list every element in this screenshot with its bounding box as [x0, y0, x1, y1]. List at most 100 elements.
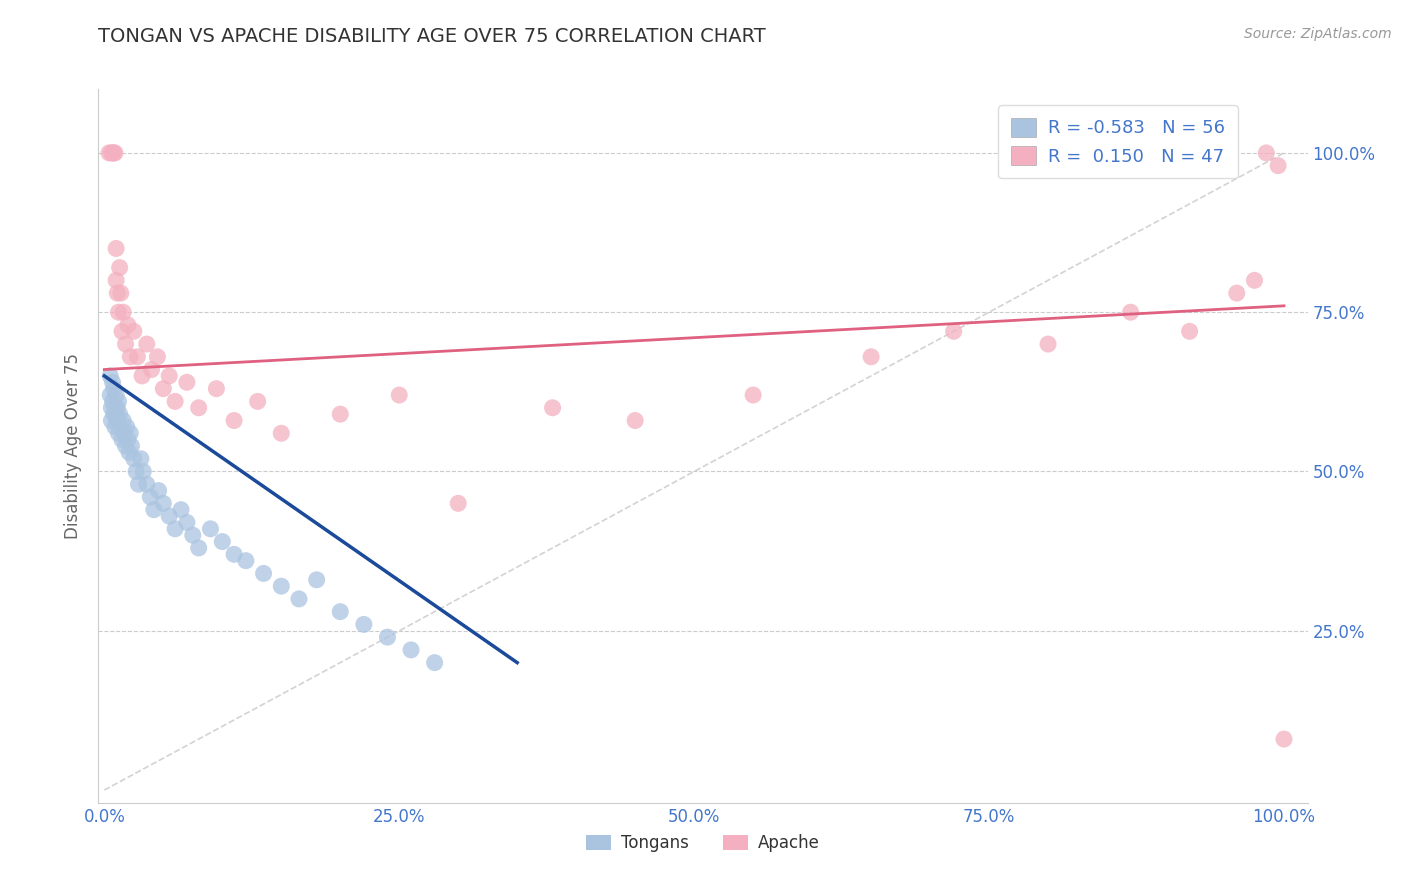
Point: [107, 305, 129, 319]
Legend: Tongans, Apache: Tongans, Apache: [579, 828, 827, 859]
Point: [125, 465, 148, 479]
Point: [139, 490, 162, 504]
Point: [624, 413, 647, 427]
Point: [246, 394, 269, 409]
Point: [114, 439, 136, 453]
Point: [353, 617, 375, 632]
Point: [135, 337, 157, 351]
Point: [98, 368, 121, 383]
Point: [187, 401, 209, 415]
Point: [114, 337, 136, 351]
Point: [122, 451, 145, 466]
Point: [120, 426, 142, 441]
Point: [110, 286, 132, 301]
Point: [105, 273, 128, 287]
Point: [103, 382, 125, 396]
Point: [860, 350, 883, 364]
Point: [111, 324, 134, 338]
Point: [146, 350, 169, 364]
Point: [142, 502, 165, 516]
Point: [141, 362, 163, 376]
Point: [329, 605, 352, 619]
Point: [181, 528, 204, 542]
Point: [252, 566, 274, 581]
Point: [120, 350, 142, 364]
Point: [104, 145, 127, 160]
Point: [165, 522, 187, 536]
Point: [942, 324, 965, 338]
Point: [104, 401, 127, 415]
Point: [157, 509, 180, 524]
Y-axis label: Disability Age Over 75: Disability Age Over 75: [65, 353, 83, 539]
Point: [1267, 159, 1289, 173]
Point: [329, 407, 352, 421]
Point: [105, 401, 128, 415]
Point: [152, 496, 174, 510]
Point: [105, 242, 128, 256]
Point: [127, 350, 149, 364]
Point: [128, 477, 150, 491]
Point: [541, 401, 564, 415]
Point: [423, 656, 446, 670]
Point: [205, 382, 228, 396]
Point: [399, 643, 422, 657]
Point: [101, 145, 124, 160]
Point: [111, 433, 134, 447]
Point: [112, 413, 135, 427]
Point: [176, 376, 198, 390]
Point: [98, 388, 121, 402]
Point: [117, 318, 139, 332]
Point: [157, 368, 180, 383]
Point: [108, 260, 131, 275]
Point: [1036, 337, 1059, 351]
Point: [235, 554, 257, 568]
Point: [1226, 286, 1249, 301]
Point: [388, 388, 411, 402]
Point: [108, 407, 131, 421]
Point: [122, 324, 145, 338]
Point: [222, 547, 245, 561]
Point: [132, 465, 155, 479]
Point: [270, 579, 292, 593]
Point: [200, 522, 222, 536]
Point: [170, 502, 193, 516]
Point: [105, 388, 128, 402]
Point: [129, 451, 152, 466]
Point: [112, 305, 135, 319]
Point: [117, 433, 139, 447]
Point: [447, 496, 470, 510]
Point: [176, 516, 198, 530]
Point: [1119, 305, 1142, 319]
Point: [103, 145, 125, 160]
Point: [120, 439, 142, 453]
Point: [305, 573, 328, 587]
Point: [115, 420, 138, 434]
Point: [100, 413, 122, 427]
Point: [211, 534, 233, 549]
Point: [1256, 145, 1278, 160]
Point: [103, 407, 125, 421]
Point: [105, 413, 128, 427]
Point: [288, 591, 311, 606]
Point: [135, 477, 157, 491]
Point: [742, 388, 765, 402]
Point: [270, 426, 292, 441]
Point: [105, 286, 128, 301]
Point: [105, 407, 128, 421]
Point: [377, 630, 399, 644]
Point: [104, 420, 127, 434]
Point: [1272, 732, 1295, 747]
Point: [165, 394, 187, 409]
Point: [118, 445, 141, 459]
Point: [107, 394, 129, 409]
Point: [187, 541, 209, 555]
Point: [100, 401, 122, 415]
Point: [101, 376, 124, 390]
Point: [222, 413, 245, 427]
Point: [148, 483, 170, 498]
Point: [98, 145, 121, 160]
Point: [112, 426, 135, 441]
Point: [101, 394, 124, 409]
Text: Source: ZipAtlas.com: Source: ZipAtlas.com: [1244, 27, 1392, 41]
Point: [107, 426, 129, 441]
